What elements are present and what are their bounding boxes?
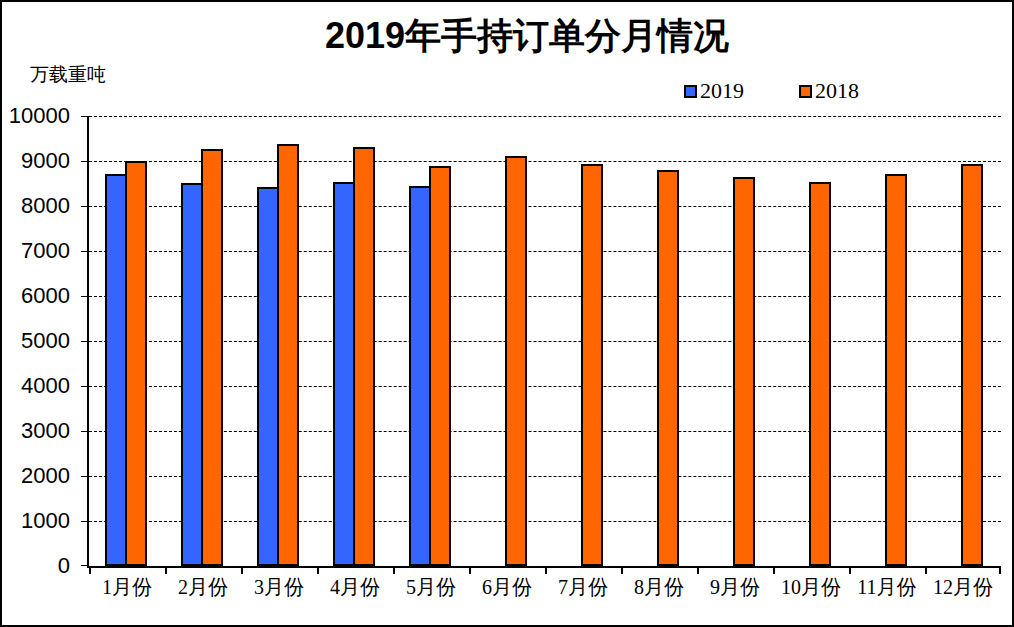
bar-2018-8月份	[657, 170, 679, 566]
gridline-3000	[89, 431, 1001, 432]
x-axis-tick-5	[469, 566, 471, 574]
y-axis-label-3000: 3000	[0, 420, 70, 442]
y-axis-unit-label: 万载重吨	[30, 62, 106, 88]
bar-2018-12月份	[961, 164, 983, 566]
bar-2019-4月份	[333, 182, 355, 566]
x-axis-label-5月份: 5月份	[393, 574, 469, 601]
bar-2019-1月份	[105, 174, 127, 566]
x-axis-tick-3	[317, 566, 319, 574]
x-axis-tick-11	[925, 566, 927, 574]
legend-label-2019: 2019	[700, 80, 744, 102]
x-axis-label-11月份: 11月份	[849, 574, 925, 601]
bar-2018-6月份	[505, 156, 527, 566]
x-axis-tick-9	[773, 566, 775, 574]
gridline-5000	[89, 341, 1001, 342]
x-axis-label-8月份: 8月份	[621, 574, 697, 601]
y-axis-label-2000: 2000	[0, 465, 70, 487]
x-axis-label-6月份: 6月份	[469, 574, 545, 601]
bar-2018-2月份	[201, 149, 223, 566]
chart-title: 2019年手持订单分月情况	[32, 12, 1014, 61]
x-axis-tick-10	[849, 566, 851, 574]
x-axis-tick-4	[393, 566, 395, 574]
bar-2018-9月份	[733, 177, 755, 566]
y-axis-tick-8000	[81, 206, 89, 207]
x-axis-label-4月份: 4月份	[317, 574, 393, 601]
x-axis-label-1月份: 1月份	[89, 574, 165, 601]
bar-2019-5月份	[409, 186, 431, 566]
y-axis-tick-5000	[81, 341, 89, 342]
x-axis-tick-1	[165, 566, 167, 574]
x-axis-tick-7	[621, 566, 623, 574]
y-axis-label-6000: 6000	[0, 285, 70, 307]
y-axis-tick-10000	[81, 116, 89, 117]
bar-2018-1月份	[125, 161, 147, 566]
bar-2018-7月份	[581, 164, 603, 566]
bar-2018-5月份	[429, 166, 451, 566]
x-axis-label-9月份: 9月份	[697, 574, 773, 601]
y-axis-tick-0	[81, 565, 89, 566]
legend-label-2018: 2018	[815, 80, 859, 102]
bar-2018-10月份	[809, 182, 831, 566]
y-axis-tick-2000	[81, 476, 89, 477]
x-axis-tick-12	[999, 566, 1001, 574]
legend-marker-2018	[799, 85, 812, 98]
bar-2019-3月份	[257, 187, 279, 566]
y-axis-tick-6000	[81, 296, 89, 297]
x-axis-tick-6	[545, 566, 547, 574]
bar-2018-11月份	[885, 174, 907, 566]
legend-item-2018: 2018	[799, 80, 859, 102]
gridline-2000	[89, 476, 1001, 477]
y-axis-label-4000: 4000	[0, 375, 70, 397]
x-axis-tick-8	[697, 566, 699, 574]
gridline-8000	[89, 206, 1001, 207]
y-axis-label-5000: 5000	[0, 330, 70, 352]
y-axis-label-8000: 8000	[0, 195, 70, 217]
y-axis-label-10000: 10000	[0, 105, 70, 127]
x-axis-label-10月份: 10月份	[773, 574, 849, 601]
bar-2019-2月份	[181, 183, 203, 566]
x-axis-label-7月份: 7月份	[545, 574, 621, 601]
y-axis-label-0: 0	[0, 555, 70, 577]
y-axis-tick-4000	[81, 386, 89, 387]
legend-marker-2019	[684, 85, 697, 98]
gridline-4000	[89, 386, 1001, 387]
legend: 2019 2018	[684, 80, 914, 102]
bar-2018-4月份	[353, 147, 375, 566]
y-axis-label-9000: 9000	[0, 150, 70, 172]
y-axis-tick-3000	[81, 431, 89, 432]
y-axis-tick-9000	[81, 161, 89, 162]
bar-2018-3月份	[277, 144, 299, 566]
gridline-10000	[89, 116, 1001, 117]
y-axis-tick-1000	[81, 521, 89, 522]
y-axis-tick-7000	[81, 251, 89, 252]
x-axis-tick-2	[241, 566, 243, 574]
gridline-7000	[89, 251, 1001, 252]
x-axis-label-2月份: 2月份	[165, 574, 241, 601]
y-axis-label-7000: 7000	[0, 240, 70, 262]
gridline-6000	[89, 296, 1001, 297]
x-axis-label-3月份: 3月份	[241, 574, 317, 601]
gridline-1000	[89, 521, 1001, 522]
legend-item-2019: 2019	[684, 80, 744, 102]
plot-area: 0100020003000400050006000700080009000100…	[87, 116, 1001, 568]
y-axis-label-1000: 1000	[0, 510, 70, 532]
x-axis-tick-0	[89, 566, 91, 574]
gridline-9000	[89, 161, 1001, 162]
x-axis-label-12月份: 12月份	[925, 574, 1001, 601]
chart-frame: 2019年手持订单分月情况 万载重吨 20192018 010002000300…	[0, 0, 1014, 627]
